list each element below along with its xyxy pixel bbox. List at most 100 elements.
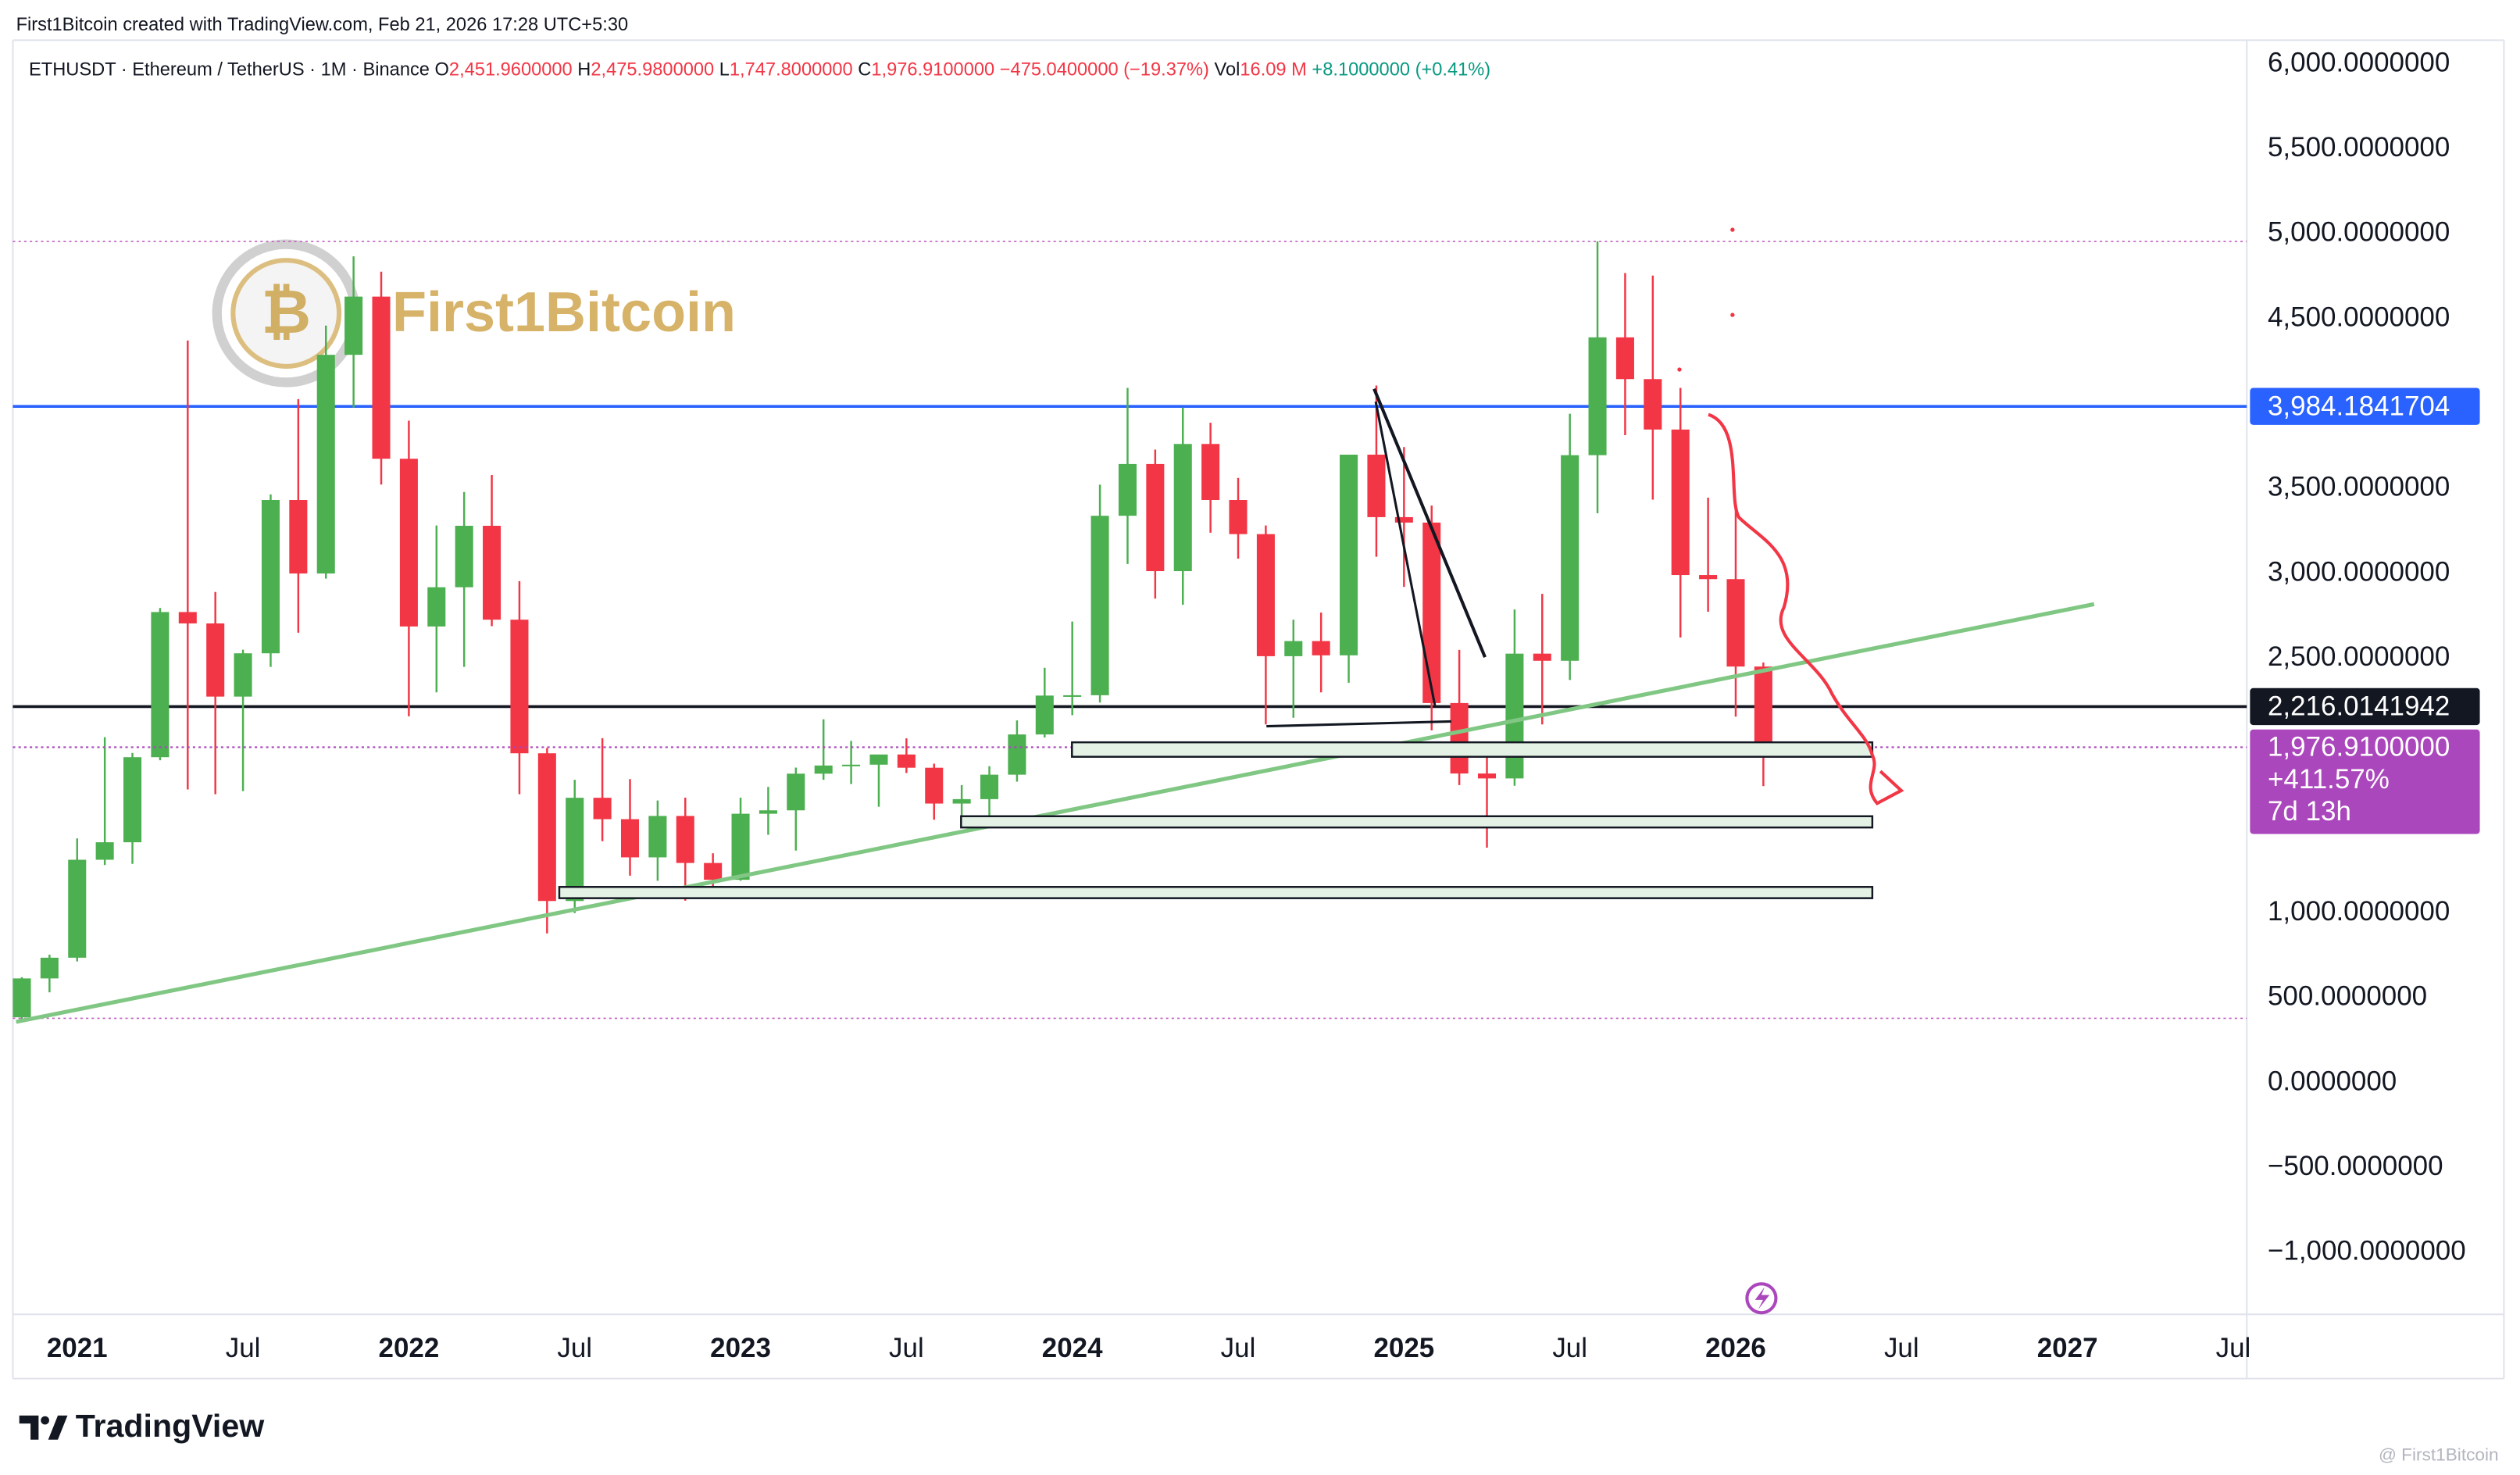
y-tick-label: 500.0000000 <box>2268 981 2427 1012</box>
candle-body <box>510 620 529 754</box>
price-label-box <box>2250 388 2480 425</box>
candle-body <box>758 810 777 814</box>
legend-key: H <box>577 60 591 80</box>
drawn-line <box>1372 388 1487 658</box>
y-tick-label: −500.0000000 <box>2268 1151 2443 1181</box>
candle-body <box>261 499 280 654</box>
y-tick-label: 1,000.0000000 <box>2268 896 2450 927</box>
candle-body <box>566 798 584 902</box>
legend-key: O <box>435 60 449 80</box>
alert-bolt <box>1754 1287 1770 1310</box>
legend-key: L <box>719 60 730 80</box>
candle-body <box>593 798 612 820</box>
candle-body <box>427 587 446 627</box>
trend-line <box>16 602 2095 1024</box>
candle-body <box>1671 429 1690 576</box>
candle-body <box>1726 579 1745 667</box>
candle-body <box>1340 454 1358 655</box>
candle-body <box>68 859 87 958</box>
candle-body <box>1173 444 1192 572</box>
legend: ETHUSDT · Ethereum / TetherUS · 1M · Bin… <box>29 60 1490 80</box>
footer-brand: TradingView <box>76 1408 266 1444</box>
price-label: 3,984.1841704 <box>2268 391 2450 422</box>
alert-icon <box>1745 1282 1778 1315</box>
candle-body <box>234 653 252 697</box>
candle-body <box>869 754 888 765</box>
candle-body <box>731 813 750 880</box>
y-tick-label: 5,000.0000000 <box>2268 217 2450 248</box>
y-tick-label: 2,500.0000000 <box>2268 641 2450 672</box>
candle-body <box>1229 499 1248 534</box>
header-text: First1Bitcoin created with TradingView.c… <box>16 15 629 35</box>
y-tick-label: 3,500.0000000 <box>2268 472 2450 502</box>
last-price-label: 1,976.9100000 <box>2268 732 2450 762</box>
candle-body <box>1644 379 1662 430</box>
drawings <box>16 227 2095 1024</box>
candle-body <box>1090 516 1109 695</box>
candle-body <box>952 798 971 804</box>
x-tick-label: 2025 <box>1373 1333 1434 1363</box>
watermark-symbol: ₿ <box>261 277 311 346</box>
legend-symbol: ETHUSDT · Ethereum / TetherUS · 1M · Bin… <box>29 60 430 80</box>
legend-vol-label: Vol <box>1215 60 1240 80</box>
last-price-box <box>2250 729 2480 834</box>
x-tick-label: 2022 <box>379 1333 440 1363</box>
candle-body <box>12 978 31 1018</box>
candle-body <box>40 957 59 979</box>
candle-body <box>897 754 916 768</box>
drawn-dot <box>1730 227 1735 232</box>
drawn-line <box>1266 720 1451 728</box>
drawn-dot <box>1730 312 1735 317</box>
candle-body <box>980 774 999 799</box>
candle-body <box>95 842 114 860</box>
footer-credit: @ First1Bitcoin <box>2379 1445 2499 1464</box>
legend-value: 1,976.9100000 <box>871 60 994 80</box>
candle-body <box>1035 695 1054 735</box>
legend-vol-value: 16.09 M <box>1240 60 1306 80</box>
candle-body <box>704 862 723 880</box>
candle-body <box>925 767 944 804</box>
drawn-line <box>1374 401 1437 708</box>
alert-ring <box>1745 1282 1778 1315</box>
last-price-change: +411.57% <box>2268 764 2390 795</box>
candle-body <box>151 612 170 758</box>
x-tick-label: Jul <box>226 1333 261 1363</box>
candle-body <box>1256 534 1275 656</box>
x-tick-label: 2027 <box>2037 1333 2098 1363</box>
candle-body <box>1754 666 1772 748</box>
x-tick-label: Jul <box>1552 1333 1587 1363</box>
candle-body <box>289 499 308 574</box>
candle-body <box>787 773 805 811</box>
y-tick-label: 0.0000000 <box>2268 1066 2397 1096</box>
watermark-text: First1Bitcoin <box>392 281 736 344</box>
candle-body <box>537 753 556 902</box>
y-tick-label: 6,000.0000000 <box>2268 47 2450 77</box>
candle-body <box>399 459 418 627</box>
y-tick-label: 3,000.0000000 <box>2268 556 2450 587</box>
zone-box <box>1071 741 1874 758</box>
candle-body <box>842 764 861 766</box>
candle-body <box>455 526 473 588</box>
candle-body <box>206 623 225 697</box>
legend-value: 2,475.9800000 <box>591 60 714 80</box>
legend-value: 1,747.8000000 <box>730 60 853 80</box>
price-label: 2,216.0141942 <box>2268 691 2450 722</box>
candle-body <box>1615 337 1634 380</box>
candle-body <box>1505 653 1524 779</box>
candle-body <box>316 355 335 574</box>
x-tick-label: Jul <box>557 1333 592 1363</box>
candle-body <box>1477 773 1497 779</box>
price-labels: 3,984.1841704 2,216.0141942 1,976.9100000+… <box>2250 388 2480 834</box>
watermark: ₿ First1Bitcoin <box>212 239 736 388</box>
candle-body <box>1201 444 1220 500</box>
candle-body <box>178 612 197 623</box>
zone-box <box>558 886 1874 899</box>
candle-body <box>344 296 363 355</box>
projection-arrow <box>1708 412 1904 805</box>
watermark-coin <box>230 258 342 369</box>
candle-body <box>1450 702 1469 774</box>
candle-body <box>814 765 833 774</box>
last-price-countdown: 7d 13h <box>2268 796 2351 827</box>
